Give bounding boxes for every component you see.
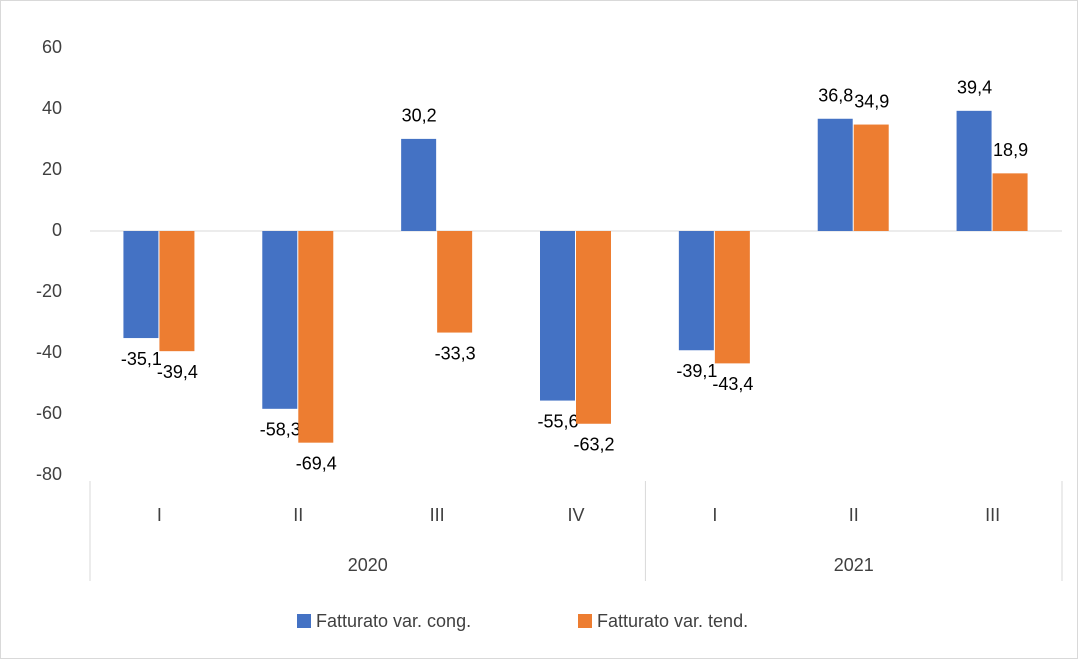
bar — [298, 231, 334, 443]
y-tick-label: -40 — [36, 342, 62, 362]
bar — [714, 231, 750, 364]
y-tick-label: -60 — [36, 403, 62, 423]
value-label: -63,2 — [573, 435, 614, 455]
y-tick-label: 20 — [42, 159, 62, 179]
group-label: 2021 — [834, 555, 874, 575]
value-label: -43,4 — [712, 374, 753, 394]
bar — [262, 231, 298, 409]
bar — [576, 231, 611, 424]
legend-swatch — [578, 614, 592, 628]
y-tick-label: -80 — [36, 464, 62, 484]
legend-swatch — [297, 614, 311, 628]
x-tick-label: I — [712, 505, 717, 525]
x-tick-label: III — [430, 505, 445, 525]
value-label: -39,1 — [676, 361, 717, 381]
bar — [540, 231, 575, 401]
y-tick-label: 0 — [52, 220, 62, 240]
value-label: -55,6 — [537, 411, 578, 431]
x-tick-label: III — [985, 505, 1000, 525]
value-label: -69,4 — [296, 453, 337, 473]
y-tick-label: 60 — [42, 37, 62, 57]
bar — [123, 231, 159, 339]
value-label: 36,8 — [818, 86, 853, 106]
legend-label: Fatturato var. cong. — [316, 611, 471, 631]
value-label: -33,3 — [435, 343, 476, 363]
group-label: 2020 — [348, 555, 388, 575]
value-label: 30,2 — [402, 106, 437, 126]
legend-label: Fatturato var. tend. — [597, 611, 748, 631]
bar — [437, 231, 473, 333]
value-label: -39,4 — [157, 362, 198, 382]
x-tick-label: II — [293, 505, 303, 525]
bar — [159, 231, 195, 352]
bar — [853, 124, 889, 231]
value-label: 18,9 — [993, 140, 1028, 160]
value-label: -58,3 — [260, 420, 301, 440]
bar — [817, 118, 853, 231]
y-tick-label: 40 — [42, 98, 62, 118]
value-label: 34,9 — [854, 91, 889, 111]
value-label: 39,4 — [957, 78, 992, 98]
bar — [992, 173, 1028, 231]
x-tick-label: IV — [567, 505, 584, 525]
x-tick-label: I — [157, 505, 162, 525]
x-tick-label: II — [849, 505, 859, 525]
value-label: -35,1 — [121, 349, 162, 369]
bar — [956, 110, 992, 231]
bar — [678, 231, 714, 351]
bar — [401, 138, 437, 231]
y-tick-label: -20 — [36, 281, 62, 301]
